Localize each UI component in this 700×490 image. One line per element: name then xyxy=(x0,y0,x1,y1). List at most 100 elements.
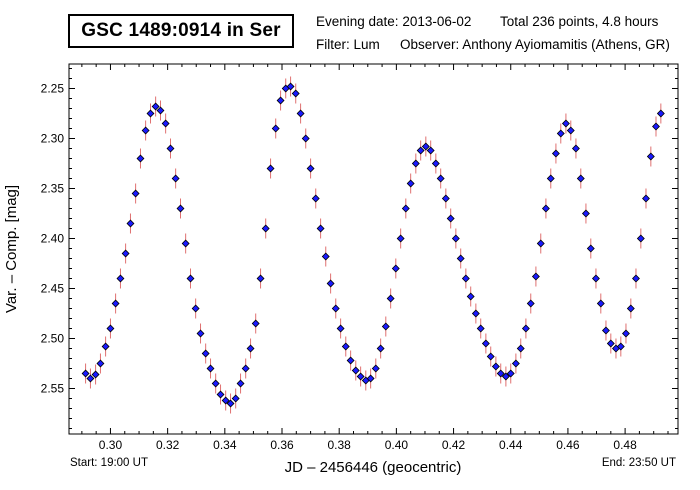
data-point xyxy=(121,249,130,258)
data-point xyxy=(176,204,185,213)
data-point xyxy=(291,89,300,98)
data-point xyxy=(446,214,455,223)
data-point xyxy=(436,174,445,183)
data-point xyxy=(396,234,405,243)
data-point xyxy=(376,344,385,353)
data-point xyxy=(251,319,260,328)
data-point xyxy=(221,396,230,405)
data-point xyxy=(466,292,475,301)
data-point xyxy=(351,366,360,375)
data-point xyxy=(642,194,650,203)
y-tick-label: 2.25 xyxy=(41,82,65,96)
chart-title: GSC 1489:0914 in Ser xyxy=(81,20,281,41)
data-point xyxy=(181,239,190,248)
data-point xyxy=(196,329,205,338)
data-point xyxy=(326,279,335,288)
data-point xyxy=(461,274,470,283)
data-point xyxy=(636,234,645,243)
x-tick-label: 0.34 xyxy=(213,438,237,452)
data-point xyxy=(211,379,220,388)
filter-label: Filter: Lum xyxy=(316,37,380,52)
data-point xyxy=(336,324,345,333)
data-point xyxy=(616,342,625,351)
error-bars xyxy=(85,76,662,414)
data-point xyxy=(541,204,550,213)
data-point xyxy=(486,352,495,361)
data-point xyxy=(366,374,375,383)
data-point xyxy=(511,359,520,368)
x-tick-label: 0.40 xyxy=(385,438,409,452)
data-point xyxy=(301,134,310,143)
data-point xyxy=(406,179,415,188)
data-point xyxy=(321,252,330,261)
evening-date: Evening date: 2013-06-02 xyxy=(316,14,472,29)
axis-ticks xyxy=(69,64,678,434)
data-point xyxy=(491,362,500,371)
data-point xyxy=(546,174,555,183)
x-tick-label: 0.44 xyxy=(499,438,523,452)
data-point xyxy=(386,294,395,303)
data-point xyxy=(456,254,465,263)
data-point xyxy=(271,124,280,133)
data-point xyxy=(91,370,100,379)
data-point xyxy=(521,324,530,333)
data-point xyxy=(246,344,255,353)
y-tick-label: 2.55 xyxy=(41,382,65,396)
data-point xyxy=(106,324,115,333)
x-tick-label: 0.46 xyxy=(556,438,580,452)
observer-label: Observer: Anthony Ayiomamitis (Athens, G… xyxy=(400,37,670,52)
y-tick-label: 2.40 xyxy=(41,232,65,246)
data-point xyxy=(656,109,665,118)
data-point xyxy=(401,204,410,213)
data-point xyxy=(276,96,285,105)
data-point xyxy=(341,342,350,351)
data-point xyxy=(632,274,640,283)
chart-title-box: GSC 1489:0914 in Ser xyxy=(68,14,294,48)
y-tick-label: 2.30 xyxy=(41,132,65,146)
data-point xyxy=(476,324,485,333)
data-point xyxy=(81,369,90,378)
data-point xyxy=(151,102,160,111)
end-time-label: End: 23:50 UT xyxy=(602,457,676,469)
data-point xyxy=(141,126,150,135)
data-point xyxy=(626,304,635,313)
data-point xyxy=(622,329,630,338)
data-point xyxy=(131,189,140,198)
data-point xyxy=(226,399,235,408)
data-point xyxy=(86,374,95,383)
data-point xyxy=(371,364,380,373)
data-point xyxy=(536,239,545,248)
data-point xyxy=(311,194,320,203)
data-point xyxy=(346,356,355,365)
data-point xyxy=(431,159,440,168)
data-point xyxy=(581,209,590,218)
data-point xyxy=(551,149,560,158)
data-point xyxy=(191,304,200,313)
data-point xyxy=(286,82,295,91)
data-point xyxy=(166,144,175,153)
data-point xyxy=(526,299,535,308)
data-point xyxy=(596,299,605,308)
x-tick-label: 0.48 xyxy=(613,438,637,452)
data-point xyxy=(206,364,215,373)
x-tick-label: 0.42 xyxy=(442,438,466,452)
data-point xyxy=(266,164,275,173)
data-point xyxy=(576,174,585,183)
data-point xyxy=(556,129,565,138)
data-point xyxy=(652,122,660,131)
start-time-label: Start: 19:00 UT xyxy=(70,457,148,469)
data-point xyxy=(496,369,505,378)
data-point xyxy=(256,274,265,283)
data-point xyxy=(111,299,120,308)
data-point xyxy=(126,219,135,228)
data-point xyxy=(201,349,210,358)
data-point xyxy=(391,264,400,273)
data-point xyxy=(451,234,460,243)
data-point xyxy=(186,274,195,283)
data-point xyxy=(306,164,315,173)
data-point xyxy=(231,394,240,403)
data-point xyxy=(566,126,575,135)
data-point xyxy=(516,344,525,353)
data-point xyxy=(411,159,420,168)
x-axis-title: JD – 2456446 (geocentric) xyxy=(285,459,462,476)
